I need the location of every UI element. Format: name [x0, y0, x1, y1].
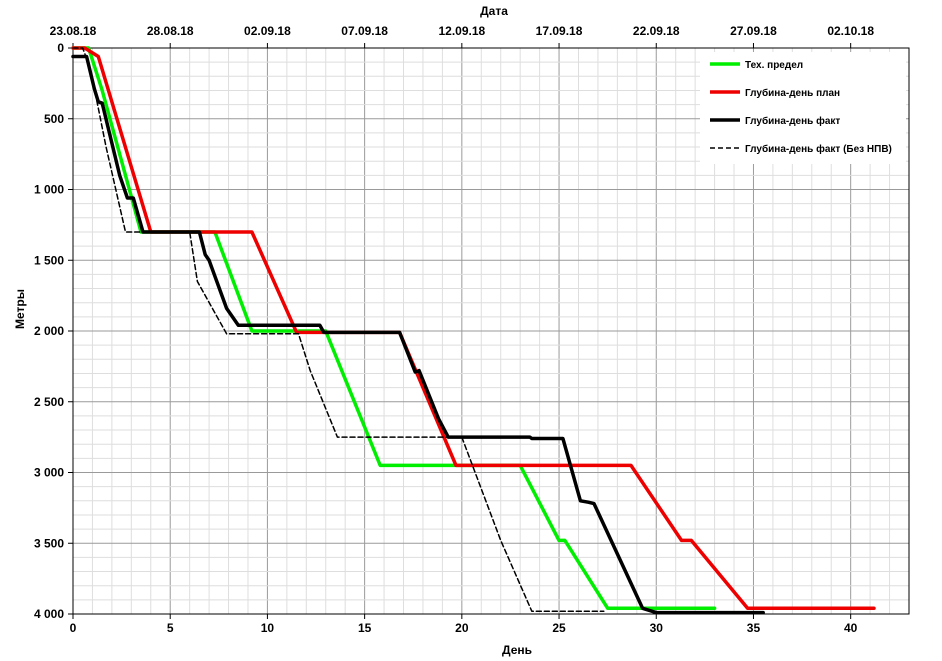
- y-tick-label: 0: [57, 41, 64, 55]
- y-tick-label: 2 000: [34, 324, 64, 338]
- x-tick-label: 30: [650, 621, 664, 635]
- top-tick-label: 27.09.18: [730, 24, 777, 38]
- y-tick-label: 3 500: [34, 536, 64, 550]
- top-tick-label: 02.10.18: [827, 24, 874, 38]
- legend-label-4: Глубина-день факт (Без НПВ): [745, 143, 892, 155]
- top-tick-label: 07.09.18: [341, 24, 388, 38]
- top-tick-label: 22.09.18: [633, 24, 680, 38]
- axis-ticks: 0 5 10 15 20 25 30 35 40 23.08.18 28.08.18 02.09.18…: [34, 24, 874, 635]
- top-tick-label: 12.09.18: [438, 24, 485, 38]
- series-lines: [71, 46, 876, 615]
- x-tick-label: 10: [261, 621, 275, 635]
- x-tick-label: 35: [747, 621, 761, 635]
- series-line-3: [71, 54, 765, 615]
- top-tick-label: 28.08.18: [147, 24, 194, 38]
- legend-box: [700, 52, 906, 164]
- y-tick-label: 1 000: [34, 183, 64, 197]
- top-axis-title: Дата: [480, 4, 508, 18]
- top-tick-label: 17.09.18: [536, 24, 583, 38]
- x-tick-label: 25: [552, 621, 566, 635]
- x-tick-label: 20: [455, 621, 469, 635]
- x-tick-label: 0: [70, 621, 77, 635]
- series-line-4: [72, 47, 605, 612]
- y-axis-title: Метры: [13, 289, 27, 329]
- x-tick-label: 5: [167, 621, 174, 635]
- y-tick-label: 4 000: [34, 607, 64, 621]
- y-tick-label: 2 500: [34, 395, 64, 409]
- legend-label-1: Тех. предел: [745, 60, 803, 71]
- legend-label-2: Глубина-день план: [745, 87, 840, 99]
- top-tick-label: 23.08.18: [50, 24, 97, 38]
- x-tick-label: 15: [358, 621, 372, 635]
- legend-label-3: Глубина-день факт: [745, 115, 840, 127]
- y-tick-label: 1 500: [34, 253, 64, 267]
- x-axis-title: День: [502, 643, 532, 657]
- y-tick-label: 3 000: [34, 466, 64, 480]
- y-tick-label: 500: [44, 112, 64, 126]
- top-tick-label: 02.09.18: [244, 24, 291, 38]
- legend: Тех. предел Глубина-день план Глубина-день…: [700, 52, 906, 164]
- x-tick-label: 40: [844, 621, 858, 635]
